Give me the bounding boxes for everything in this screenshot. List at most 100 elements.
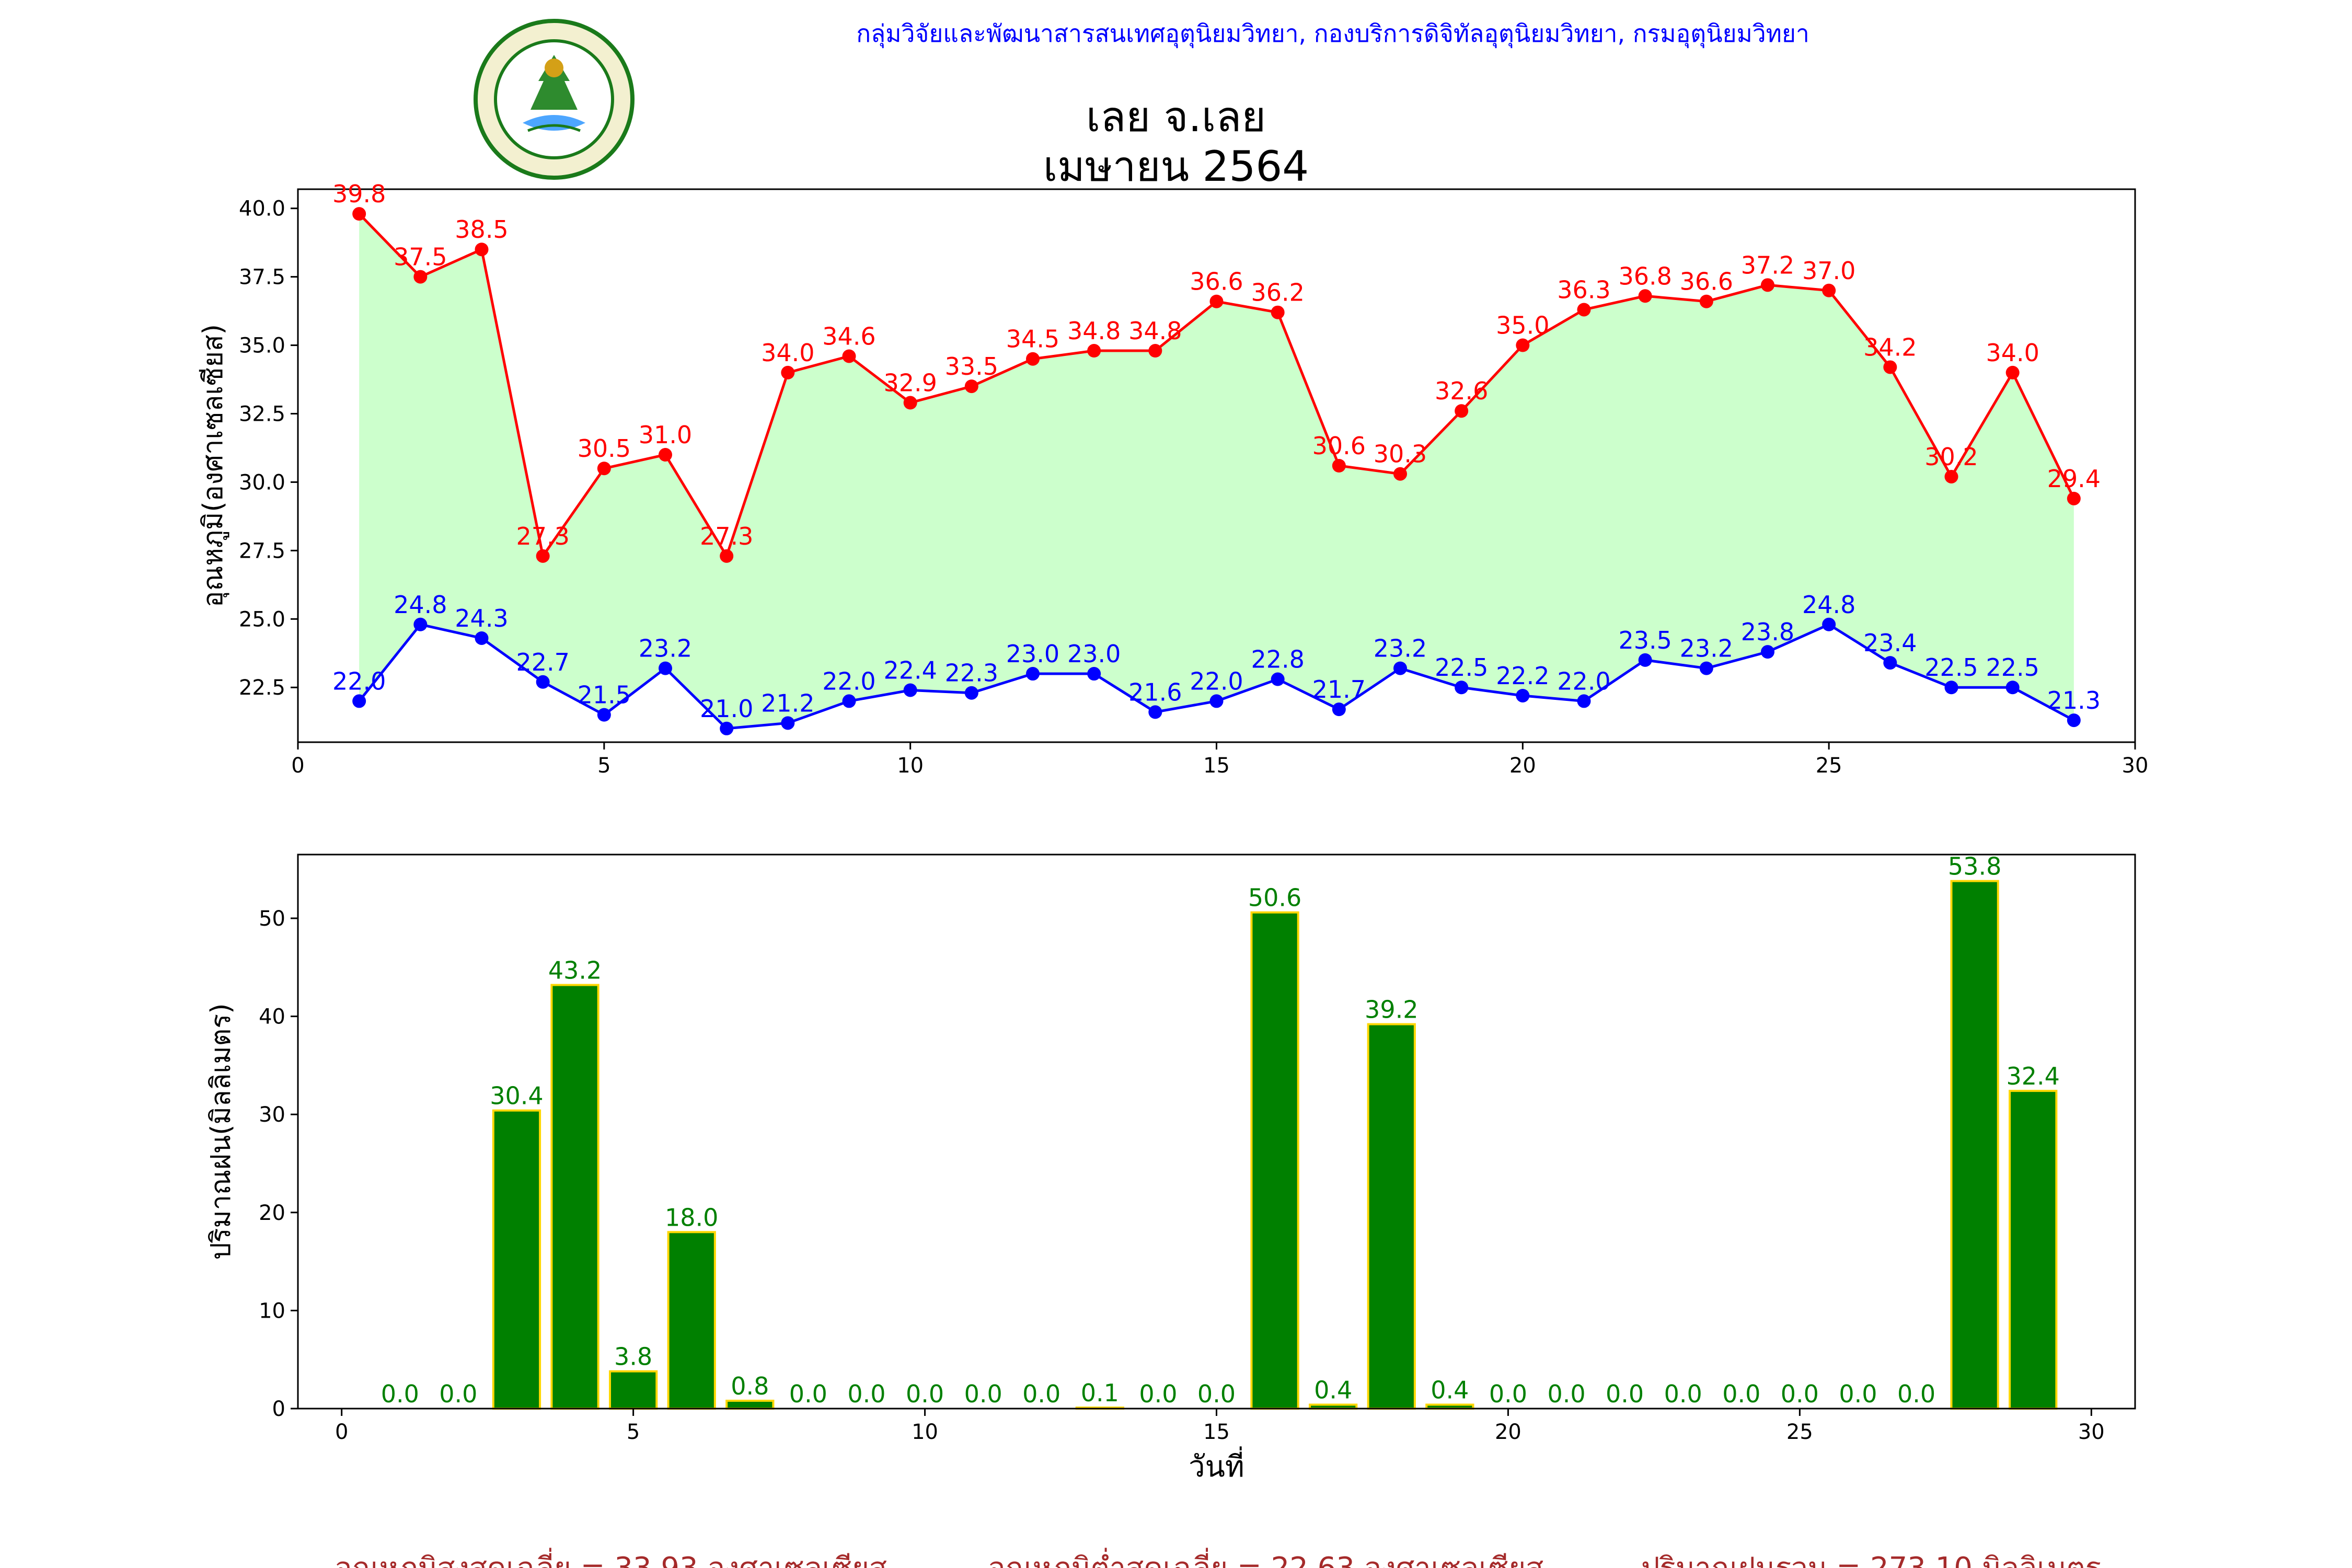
min-temp-label: 21.2 bbox=[761, 689, 814, 717]
temp-x-tick-label: 30 bbox=[2122, 754, 2149, 778]
rain-value-label: 0.1 bbox=[1081, 1379, 1119, 1407]
max-temp-point bbox=[1148, 344, 1162, 358]
temp-y-tick-label: 37.5 bbox=[239, 266, 285, 290]
temp-range-fill bbox=[359, 214, 2074, 729]
min-temp-label: 23.5 bbox=[1618, 626, 1671, 654]
rain-value-label: 0.0 bbox=[847, 1380, 885, 1408]
max-temp-point bbox=[352, 207, 366, 221]
rain-bar bbox=[608, 1370, 658, 1410]
min-temp-label: 22.8 bbox=[1251, 645, 1304, 674]
rain-x-tick-label: 5 bbox=[627, 1420, 640, 1444]
min-temp-label: 22.2 bbox=[1496, 662, 1549, 690]
min-temp-label: 22.4 bbox=[883, 656, 937, 684]
rain-x-tick-label: 30 bbox=[2078, 1420, 2105, 1444]
min-temp-label: 22.3 bbox=[945, 659, 998, 687]
max-temp-label: 34.0 bbox=[761, 339, 814, 367]
rain-value-label: 32.4 bbox=[2007, 1062, 2060, 1090]
max-temp-label: 34.8 bbox=[1128, 317, 1182, 345]
max-temp-label: 30.3 bbox=[1374, 440, 1427, 468]
max-temp-point bbox=[842, 349, 856, 363]
max-temp-point bbox=[1516, 338, 1530, 352]
rain-bar bbox=[1250, 911, 1299, 1410]
rain-value-label: 3.8 bbox=[614, 1343, 652, 1371]
avg-max-temp-text: อุณหภูมิสูงสุดเฉลี่ย = 33.93 องศาเซลเซีย… bbox=[335, 1544, 887, 1568]
min-temp-label: 22.0 bbox=[1557, 667, 1610, 695]
max-temp-label: 36.3 bbox=[1557, 275, 1610, 304]
max-temp-label: 32.6 bbox=[1435, 377, 1488, 405]
min-temp-label: 23.2 bbox=[1374, 635, 1427, 663]
max-temp-label: 30.6 bbox=[1312, 432, 1366, 460]
max-temp-point bbox=[720, 549, 734, 563]
max-temp-label: 34.8 bbox=[1067, 317, 1121, 345]
min-temp-label: 22.5 bbox=[1986, 653, 2039, 682]
chart-title-location: เลย จ.เลย bbox=[1086, 93, 1266, 141]
max-temp-label: 34.6 bbox=[822, 322, 875, 350]
max-temp-point bbox=[1455, 404, 1469, 418]
rain-value-label: 30.4 bbox=[490, 1082, 543, 1110]
min-temp-label: 21.0 bbox=[700, 695, 753, 723]
rain-value-label: 0.0 bbox=[964, 1380, 1002, 1408]
temp-x-tick-label: 5 bbox=[597, 754, 610, 778]
min-temp-point bbox=[1026, 667, 1040, 681]
min-temp-label: 22.0 bbox=[822, 667, 875, 695]
rain-value-label: 0.0 bbox=[1664, 1380, 1702, 1408]
max-temp-point bbox=[597, 462, 611, 476]
max-temp-point bbox=[413, 270, 428, 284]
max-temp-label: 35.0 bbox=[1496, 312, 1549, 340]
max-temp-point bbox=[1883, 360, 1897, 374]
max-temp-label: 39.8 bbox=[332, 180, 386, 208]
rain-value-label: 18.0 bbox=[665, 1203, 718, 1231]
min-temp-label: 24.3 bbox=[455, 604, 508, 632]
min-temp-label: 23.4 bbox=[1863, 629, 1917, 657]
rain-value-label: 0.0 bbox=[1022, 1380, 1060, 1408]
rain-value-label: 0.0 bbox=[439, 1380, 477, 1408]
temp-y-tick-label: 30.0 bbox=[239, 470, 285, 494]
min-temp-label: 22.5 bbox=[1435, 653, 1488, 682]
min-temp-point bbox=[413, 617, 428, 631]
temp-y-tick-label: 32.5 bbox=[239, 402, 285, 426]
rain-value-label: 0.0 bbox=[381, 1380, 419, 1408]
rain-bar bbox=[725, 1399, 775, 1410]
max-temp-label: 36.6 bbox=[1680, 268, 1733, 296]
min-temp-label: 24.8 bbox=[394, 591, 447, 619]
max-temp-point bbox=[1699, 294, 1713, 308]
max-temp-label: 27.3 bbox=[516, 522, 569, 550]
min-temp-point bbox=[964, 686, 978, 700]
max-temp-point bbox=[1761, 278, 1774, 292]
temp-y-axis-label: อุณหภูมิ(องศาเซลเซียส) bbox=[198, 324, 229, 607]
min-temp-label: 22.7 bbox=[516, 648, 569, 676]
rain-value-label: 0.0 bbox=[906, 1380, 944, 1408]
min-temp-label: 22.5 bbox=[1924, 653, 1978, 682]
min-temp-point bbox=[781, 716, 795, 730]
min-temp-point bbox=[597, 708, 611, 722]
min-temp-point bbox=[475, 631, 489, 645]
temp-y-tick-label: 25.0 bbox=[239, 607, 285, 631]
max-temp-point bbox=[1026, 352, 1040, 366]
rain-y-tick-label: 0 bbox=[272, 1397, 285, 1421]
rain-bar bbox=[492, 1109, 541, 1410]
max-temp-point bbox=[1577, 303, 1591, 317]
rain-x-axis-label: วันที่ bbox=[1189, 1446, 1244, 1484]
rain-value-label: 0.4 bbox=[1431, 1376, 1469, 1404]
rain-bar bbox=[550, 984, 599, 1410]
meteorological-department-logo bbox=[474, 19, 635, 180]
temp-y-tick-label: 40.0 bbox=[239, 197, 285, 221]
temp-y-tick-label: 22.5 bbox=[239, 676, 285, 700]
rain-value-label: 0.0 bbox=[1781, 1380, 1819, 1408]
max-temp-point bbox=[2067, 491, 2081, 505]
rain-value-label: 43.2 bbox=[548, 956, 602, 985]
temp-y-tick-label: 27.5 bbox=[239, 539, 285, 563]
min-temp-label: 21.3 bbox=[2047, 686, 2101, 714]
rain-value-label: 0.0 bbox=[789, 1380, 827, 1408]
temp-x-tick-label: 0 bbox=[291, 754, 304, 778]
min-temp-point bbox=[1087, 667, 1101, 681]
min-temp-point bbox=[1332, 702, 1346, 717]
max-temp-label: 34.0 bbox=[1986, 339, 2039, 367]
rain-value-label: 0.0 bbox=[1197, 1380, 1236, 1408]
rain-value-label: 50.6 bbox=[1248, 884, 1301, 912]
min-temp-label: 23.0 bbox=[1067, 640, 1121, 668]
rain-value-label: 0.0 bbox=[1139, 1380, 1177, 1408]
temp-y-tick-label: 35.0 bbox=[239, 334, 285, 358]
rain-bar bbox=[1950, 880, 1999, 1410]
